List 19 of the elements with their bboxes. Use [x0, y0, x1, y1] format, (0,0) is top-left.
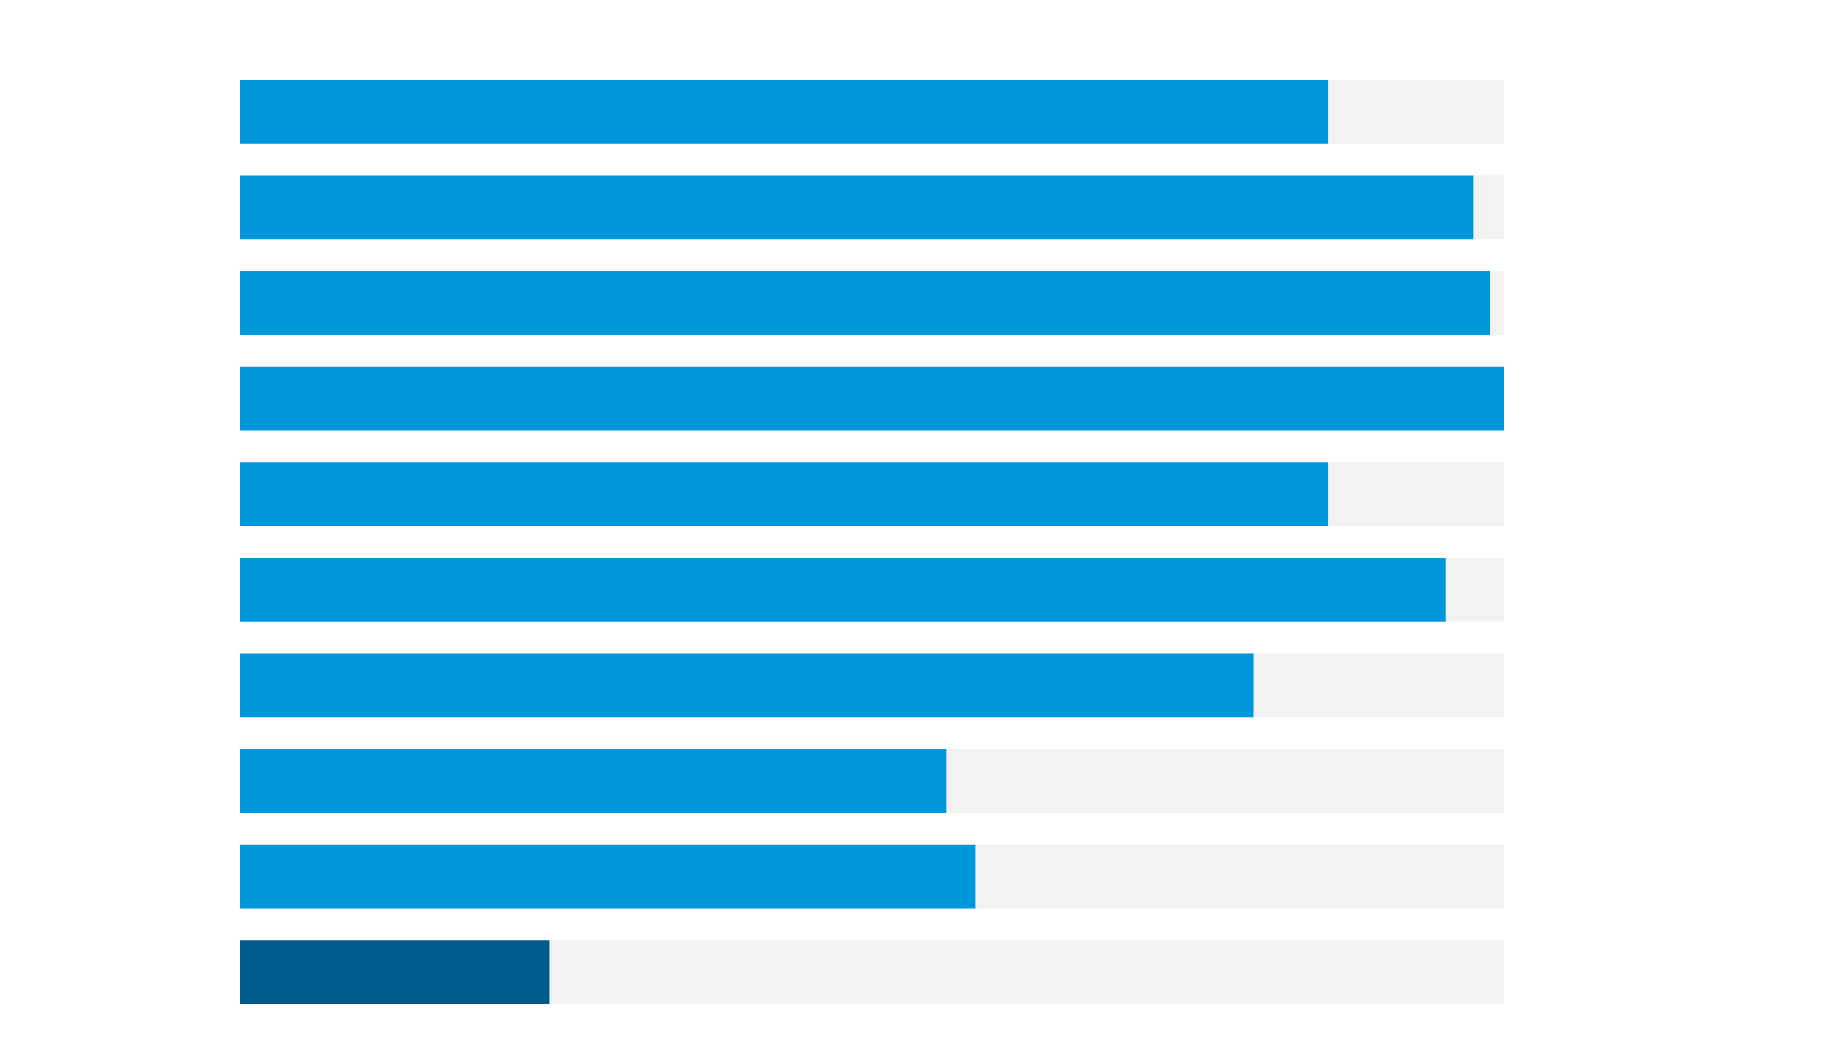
bar [240, 557, 1446, 622]
bar [1473, 175, 1504, 240]
bar [1328, 462, 1504, 527]
bar [975, 844, 1504, 909]
bar [240, 175, 1474, 240]
bar [240, 271, 1491, 335]
bar [1253, 653, 1504, 718]
bar [549, 940, 1504, 1005]
bar [240, 366, 1504, 431]
bar [240, 462, 1329, 527]
bar [240, 79, 1329, 144]
bar [1328, 79, 1504, 144]
bar [240, 653, 1254, 718]
bar [240, 940, 550, 1005]
bar [1445, 557, 1504, 622]
bar [240, 844, 976, 909]
bar [1490, 271, 1504, 335]
bar [240, 749, 947, 813]
bar [946, 749, 1504, 813]
